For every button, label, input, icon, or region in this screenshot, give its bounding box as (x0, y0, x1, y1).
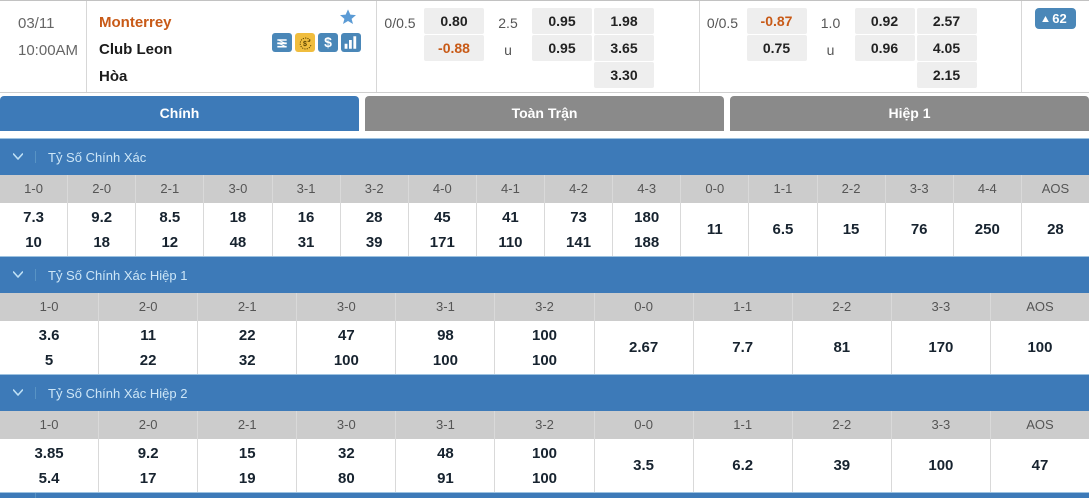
svg-text:$: $ (303, 40, 307, 47)
